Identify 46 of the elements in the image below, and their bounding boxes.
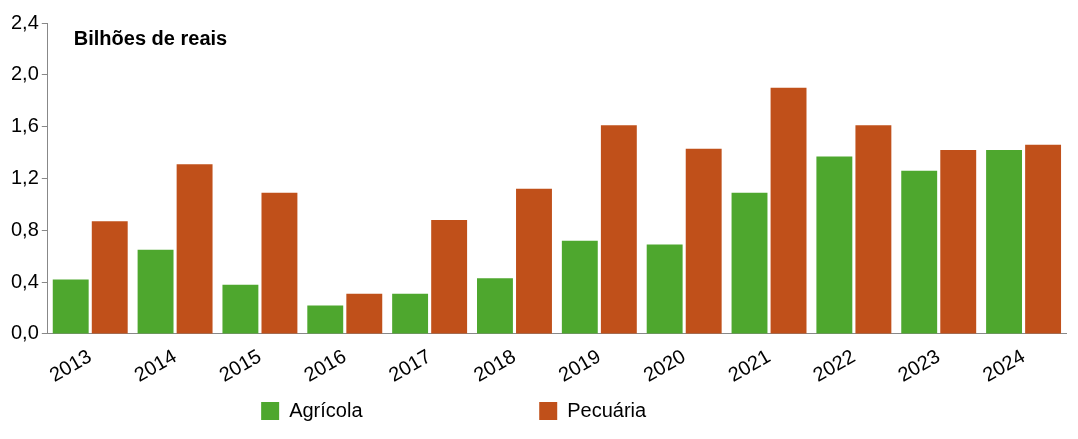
bar — [855, 125, 892, 334]
x-tick-label: 2019 — [554, 344, 605, 386]
bar — [346, 293, 383, 334]
y-tick-label: 2,4 — [10, 10, 39, 33]
bar — [137, 249, 174, 334]
x-tick-label: 2023 — [893, 344, 944, 386]
y-tick-label: 0,4 — [10, 269, 39, 292]
bar — [176, 164, 213, 334]
bar — [222, 284, 259, 334]
y-tick-label: 1,6 — [10, 114, 39, 137]
bar — [646, 244, 683, 334]
x-tick-label: 2015 — [215, 344, 265, 386]
bar — [685, 148, 722, 334]
bar — [477, 278, 513, 334]
x-tick-label: 2013 — [45, 344, 95, 386]
bar — [561, 240, 598, 334]
bar — [816, 156, 853, 334]
bar — [940, 149, 977, 334]
bar — [516, 188, 552, 334]
bar — [731, 192, 768, 334]
bar — [901, 170, 938, 334]
legend-label: Pecuária — [567, 398, 813, 421]
y-tick-label: 1,2 — [10, 166, 39, 188]
x-tick-label: 2020 — [639, 344, 689, 386]
y-tick-label: 2,0 — [10, 62, 39, 85]
x-tick-label: 2018 — [469, 344, 520, 386]
bar — [392, 293, 429, 334]
x-tick-label: 2024 — [978, 344, 1029, 386]
bar — [52, 279, 89, 334]
x-tick-label: 2014 — [130, 344, 180, 386]
x-tick-label: 2022 — [809, 344, 859, 386]
x-tick-label: 2016 — [300, 344, 350, 386]
bar — [261, 192, 298, 334]
legend-label: Agrícola — [289, 398, 530, 421]
chart-title: Bilhões de reais — [73, 26, 228, 49]
bar — [431, 219, 468, 334]
bar — [770, 87, 807, 334]
bar — [307, 305, 344, 334]
bar — [1025, 144, 1062, 334]
bar — [91, 221, 128, 334]
y-tick-label: 0,0 — [10, 321, 39, 344]
bar — [986, 149, 1023, 334]
x-tick-label: 2017 — [384, 344, 435, 386]
y-tick-label: 0,8 — [10, 217, 39, 240]
x-tick-label: 2021 — [724, 344, 774, 386]
bar — [600, 125, 637, 334]
